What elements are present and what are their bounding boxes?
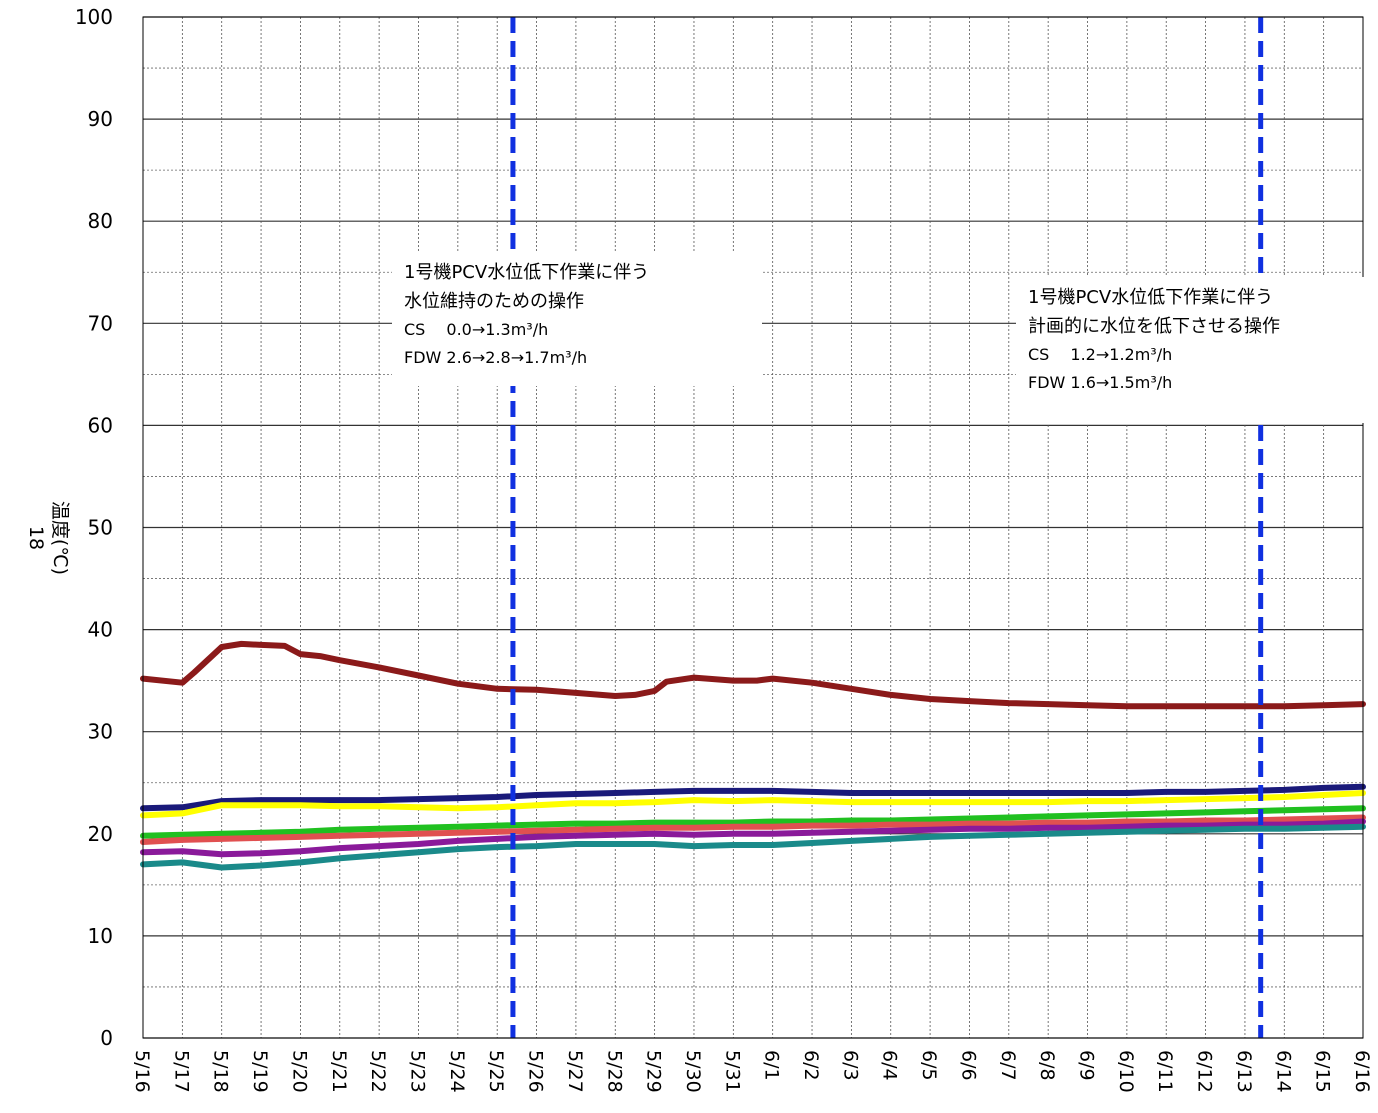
annotation-2-cs-line: CS 1.2→1.2m³/h (1028, 345, 1173, 364)
x-tick-label: 6/7 (997, 1050, 1019, 1081)
x-tick-label: 5/16 (131, 1050, 153, 1093)
x-tick-label: 6/10 (1115, 1050, 1137, 1093)
annotation-operation-1: 1号機PCV水位低下作業に伴う 水位維持のための操作 CS 0.0→1.3m³/… (392, 252, 762, 386)
x-tick-label: 6/9 (1076, 1050, 1098, 1081)
annotation-1-fdw-line: FDW 2.6→2.8→1.7m³/h (404, 348, 588, 367)
y-tick-label: 40 (88, 618, 113, 642)
x-tick-label: 5/26 (525, 1050, 547, 1093)
series-line-5 (140, 814, 1366, 845)
x-tick-label: 6/4 (879, 1050, 901, 1081)
y-tick-label: 10 (88, 924, 113, 948)
annotation-2-fdw-line: FDW 1.6→1.5m³/h (1028, 373, 1173, 392)
y-tick-label: 70 (88, 311, 113, 335)
y-axis-label-extra: 18 (25, 526, 47, 550)
y-tick-label: 0 (100, 1026, 113, 1050)
x-tick-label: 5/27 (564, 1050, 586, 1093)
x-tick-label: 5/22 (367, 1050, 389, 1093)
series-line-1 (140, 640, 1366, 710)
x-tick-label: 5/19 (249, 1050, 271, 1093)
annotation-operation-2: 1号機PCV水位低下作業に伴う 計画的に水位を低下させる操作 CS 1.2→1.… (1016, 277, 1378, 423)
y-axis-label: 温度(℃) (49, 501, 71, 575)
x-tick-label: 6/8 (1036, 1050, 1058, 1081)
x-tick-label: 6/12 (1194, 1050, 1216, 1093)
series-line-7 (140, 823, 1366, 871)
series-line-6 (140, 818, 1366, 858)
y-tick-label: 90 (88, 107, 113, 131)
data-series (140, 640, 1366, 871)
annotation-1-title-line-1: 1号機PCV水位低下作業に伴う (404, 262, 650, 283)
y-tick-label: 80 (88, 209, 113, 233)
x-tick-label: 5/21 (328, 1050, 350, 1093)
annotation-1-title-line-2: 水位維持のための操作 (404, 291, 584, 312)
x-tick-label: 6/6 (957, 1050, 979, 1081)
x-tick-label: 5/25 (485, 1050, 507, 1093)
x-tick-label: 6/13 (1233, 1050, 1255, 1093)
annotation-2-title-line-2: 計画的に水位を低下させる操作 (1028, 316, 1280, 337)
series-line-3 (140, 790, 1366, 819)
x-tick-label: 6/16 (1351, 1050, 1373, 1093)
x-tick-label: 6/1 (761, 1050, 783, 1081)
grid-lines (142, 16, 1364, 1039)
y-tick-label: 30 (88, 720, 113, 744)
event-lines (510, 17, 1264, 1038)
x-tick-label: 6/2 (800, 1050, 822, 1081)
y-tick-label: 20 (88, 822, 113, 846)
y-tick-label: 60 (88, 413, 113, 437)
x-tick-label: 5/17 (170, 1050, 192, 1093)
x-tick-label: 5/31 (721, 1050, 743, 1093)
x-tick-label: 6/14 (1272, 1050, 1294, 1093)
y-tick-label: 50 (88, 516, 113, 540)
x-tick-label: 5/30 (682, 1050, 704, 1093)
annotation-1-cs-line: CS 0.0→1.3m³/h (404, 320, 549, 339)
x-tick-label: 6/5 (918, 1050, 940, 1081)
x-tick-label: 5/29 (643, 1050, 665, 1093)
x-tick-label: 5/24 (446, 1050, 468, 1093)
x-tick-label: 6/3 (839, 1050, 861, 1081)
series-line-4 (140, 805, 1366, 839)
annotation-2-title-line-1: 1号機PCV水位低下作業に伴う (1028, 287, 1274, 308)
series-line-2 (140, 783, 1366, 812)
x-tick-label: 5/28 (603, 1050, 625, 1093)
x-tick-label: 5/23 (406, 1050, 428, 1093)
x-tick-label: 5/18 (210, 1050, 232, 1093)
plot-frame (142, 16, 1364, 1039)
x-tick-label: 6/11 (1154, 1050, 1176, 1093)
x-tick-label: 6/15 (1312, 1050, 1334, 1093)
y-axis-ticks: 0 10 20 30 40 50 60 70 80 90 100 (75, 5, 113, 1050)
y-tick-label: 100 (75, 5, 113, 29)
x-axis-ticks: 5/16 5/17 5/18 5/19 5/20 5/21 5/22 5/23 5/24 5/25… (131, 1050, 1373, 1093)
x-tick-label: 5/20 (288, 1050, 310, 1093)
